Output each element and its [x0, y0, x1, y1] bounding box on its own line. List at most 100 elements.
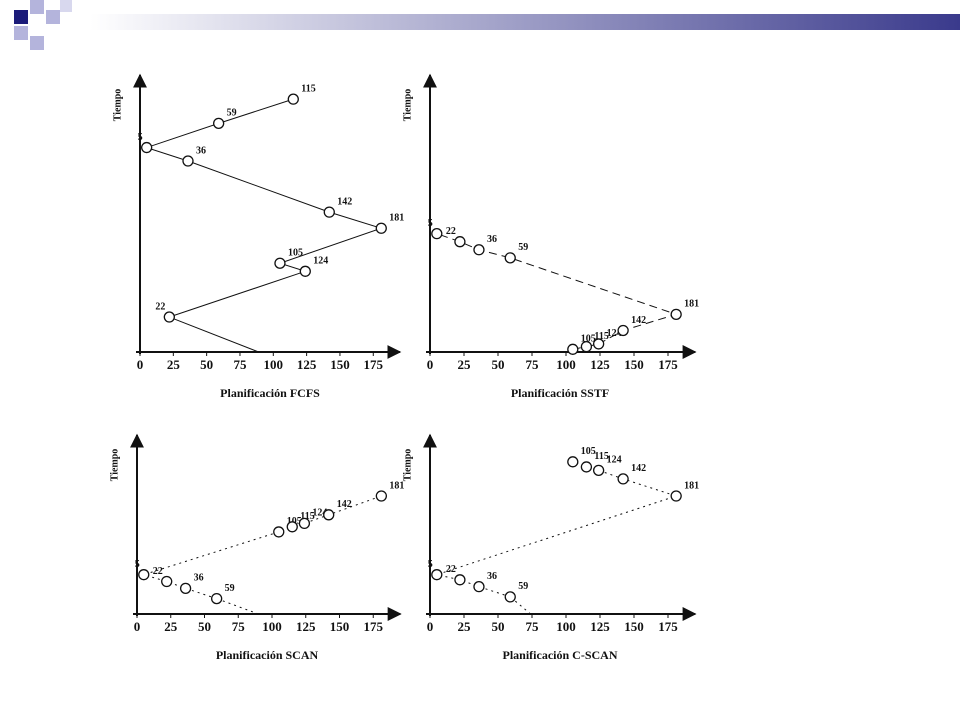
request-marker	[323, 206, 335, 218]
request-marker	[179, 582, 192, 594]
y-axis-label: Tiempo	[402, 449, 413, 482]
x-tick-label: 175	[364, 619, 384, 634]
request-marker	[567, 343, 579, 355]
request-marker	[182, 155, 194, 167]
x-tick-label: 25	[458, 357, 472, 372]
x-tick-label: 25	[167, 357, 181, 372]
request-label: 22	[155, 301, 165, 312]
request-marker	[286, 521, 298, 533]
request-label: 181	[684, 299, 699, 310]
request-label: 5	[428, 218, 433, 229]
request-marker	[580, 461, 593, 473]
request-marker	[473, 244, 485, 256]
x-tick-label: 100	[556, 619, 576, 634]
request-label: 5	[138, 132, 143, 143]
request-label: 22	[446, 564, 456, 575]
request-label: 22	[153, 566, 163, 577]
request-marker	[299, 265, 311, 277]
x-tick-label: 125	[590, 357, 610, 372]
request-label: 59	[225, 583, 235, 594]
x-tick-label: 125	[297, 357, 317, 372]
x-tick-label: 50	[198, 619, 211, 634]
request-marker	[617, 324, 629, 337]
x-tick-label: 125	[296, 619, 316, 634]
request-marker	[454, 574, 466, 586]
request-label: 124	[607, 328, 622, 339]
seek-path	[434, 461, 678, 598]
x-tick-label: 175	[364, 357, 384, 372]
request-label: 142	[631, 463, 646, 474]
x-tick-label: 150	[624, 619, 644, 634]
head-start-segment	[216, 598, 259, 615]
request-label: 5	[428, 559, 433, 570]
request-label: 59	[518, 581, 528, 592]
request-marker	[212, 117, 225, 129]
request-label: 105	[581, 446, 596, 457]
head-start-segment	[509, 596, 531, 615]
x-tick-label: 75	[233, 357, 247, 372]
request-label: 142	[631, 315, 646, 326]
head-start-segment	[169, 316, 259, 353]
x-tick-label: 0	[137, 357, 144, 372]
x-tick-label: 0	[427, 619, 434, 634]
request-label: 36	[487, 571, 497, 582]
y-axis-label: Tiempo	[402, 89, 413, 122]
request-label: 115	[594, 451, 608, 462]
request-label: 105	[288, 248, 303, 259]
seek-path	[145, 98, 383, 318]
x-tick-label: 125	[590, 619, 610, 634]
x-tick-label: 75	[526, 619, 540, 634]
x-tick-label: 100	[556, 357, 576, 372]
request-label: 115	[594, 331, 608, 342]
request-label: 5	[135, 559, 140, 570]
request-label: 181	[389, 213, 404, 224]
request-marker	[431, 227, 443, 240]
request-label: 142	[337, 196, 352, 207]
request-marker	[580, 340, 593, 353]
request-marker	[163, 311, 175, 323]
request-label: 22	[446, 226, 456, 237]
request-label: 124	[607, 455, 622, 466]
seek-path	[142, 495, 382, 600]
request-label: 59	[227, 108, 237, 119]
chart-title: Planificación SSTF	[511, 386, 609, 400]
x-tick-label: 25	[164, 619, 178, 634]
request-label: 181	[389, 480, 404, 491]
request-marker	[504, 591, 516, 603]
request-marker	[431, 569, 443, 581]
request-marker	[375, 490, 388, 502]
request-marker	[670, 490, 682, 502]
x-tick-label: 50	[492, 357, 505, 372]
request-marker	[592, 464, 605, 477]
x-tick-label: 150	[330, 357, 350, 372]
y-axis-label: Tiempo	[112, 89, 123, 122]
x-tick-label: 0	[427, 357, 434, 372]
x-tick-label: 175	[658, 357, 678, 372]
request-label: 181	[684, 480, 699, 491]
request-label: 36	[196, 145, 206, 156]
x-tick-label: 75	[232, 619, 246, 634]
x-tick-label: 100	[262, 619, 282, 634]
request-marker	[210, 592, 223, 605]
x-tick-label: 75	[526, 357, 540, 372]
request-marker	[454, 236, 466, 248]
request-marker	[138, 569, 150, 581]
slide-decoration	[14, 0, 960, 50]
request-label: 36	[194, 573, 204, 584]
request-label: 124	[313, 256, 328, 267]
request-marker	[504, 252, 516, 264]
request-marker	[287, 93, 299, 105]
request-marker	[473, 580, 485, 593]
x-tick-label: 175	[658, 619, 678, 634]
chart-title: Planificación FCFS	[220, 386, 320, 400]
seek-path	[436, 233, 678, 350]
request-label: 36	[487, 234, 497, 245]
x-tick-label: 25	[458, 619, 472, 634]
request-label: 105	[581, 334, 596, 345]
x-tick-label: 50	[492, 619, 505, 634]
x-tick-label: 50	[200, 357, 213, 372]
request-marker	[670, 308, 682, 320]
x-tick-label: 0	[134, 619, 141, 634]
